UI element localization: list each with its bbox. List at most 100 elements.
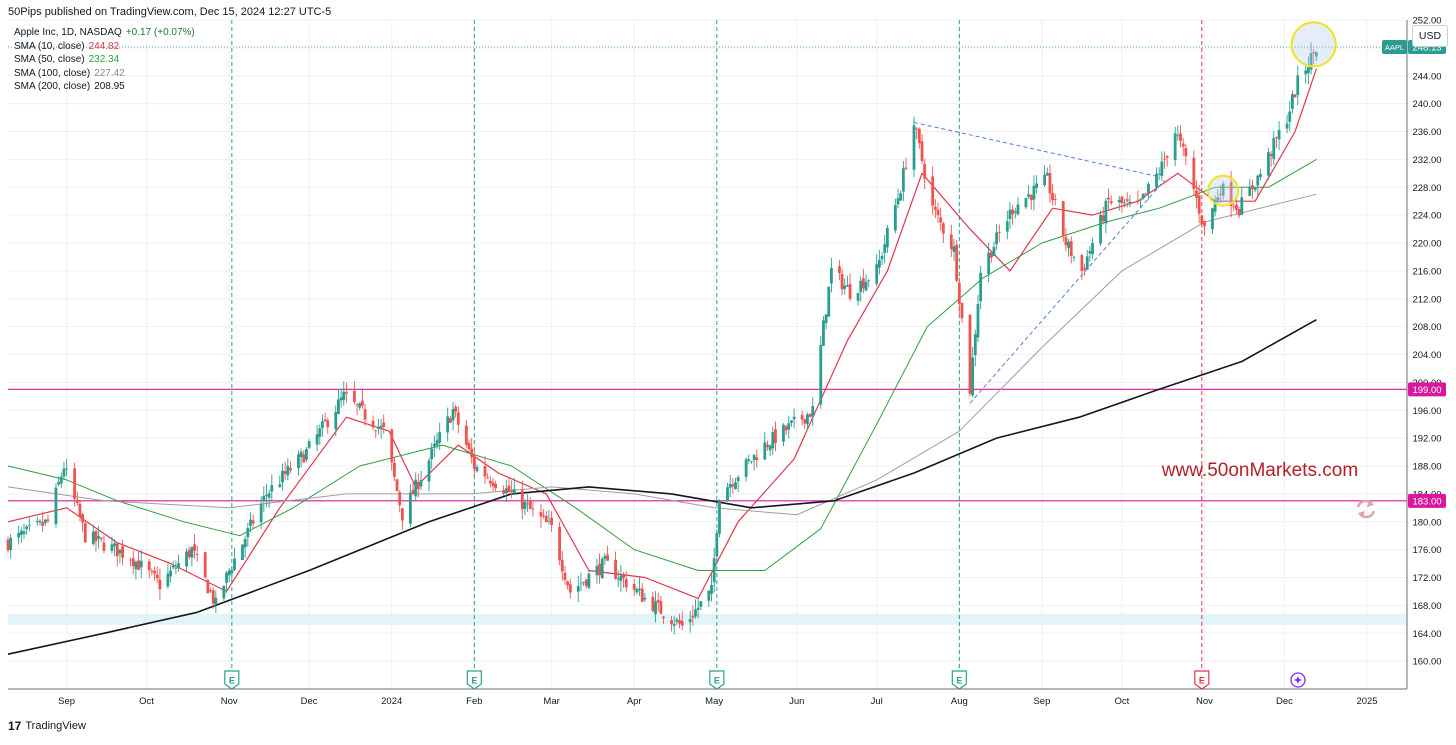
candle[interactable] [379, 418, 383, 439]
candle[interactable] [632, 578, 636, 596]
candle[interactable] [694, 599, 697, 619]
candle[interactable] [1200, 214, 1204, 228]
candle[interactable] [262, 486, 266, 513]
candle[interactable] [83, 521, 87, 544]
candle[interactable] [787, 415, 791, 439]
candle[interactable] [353, 381, 356, 405]
candle[interactable] [430, 443, 434, 469]
candle[interactable] [662, 616, 665, 624]
candle[interactable] [195, 545, 199, 562]
candle[interactable] [464, 420, 468, 448]
candle[interactable] [976, 294, 980, 343]
candle[interactable] [731, 477, 735, 494]
candle[interactable] [1237, 206, 1241, 219]
candle[interactable] [1277, 121, 1281, 150]
candle[interactable] [712, 547, 716, 593]
candle[interactable] [542, 509, 546, 519]
candle[interactable] [528, 497, 532, 510]
candle[interactable] [398, 489, 402, 513]
candle[interactable] [62, 461, 66, 480]
candle[interactable] [470, 438, 474, 464]
candle[interactable] [827, 286, 831, 317]
candle[interactable] [246, 523, 250, 547]
candle[interactable] [502, 485, 506, 496]
candle[interactable] [299, 448, 303, 468]
candle[interactable] [987, 242, 991, 283]
earnings-marker[interactable]: E [466, 670, 482, 690]
candle[interactable] [1123, 198, 1126, 208]
candle[interactable] [1008, 201, 1012, 229]
candle[interactable] [1251, 179, 1254, 199]
candle[interactable] [131, 550, 135, 574]
candle[interactable] [576, 576, 580, 603]
candle[interactable] [680, 611, 684, 631]
candle[interactable] [782, 423, 785, 447]
candle[interactable] [587, 570, 591, 590]
candle[interactable] [893, 198, 897, 234]
candle[interactable] [1304, 63, 1308, 84]
candle[interactable] [1051, 184, 1054, 206]
candle[interactable] [688, 610, 692, 633]
candle[interactable] [1211, 207, 1214, 235]
candle[interactable] [302, 449, 306, 463]
candle[interactable] [472, 450, 476, 476]
candle[interactable] [885, 224, 889, 254]
candle[interactable] [728, 475, 732, 497]
currency-button[interactable]: USD [1412, 25, 1448, 47]
candle[interactable] [139, 549, 143, 578]
legend-symbol-row[interactable]: Apple Inc, 1D, NASDAQ +0.17 (+0.07%) [14, 26, 195, 40]
candle[interactable] [448, 416, 452, 424]
candle[interactable] [563, 565, 567, 585]
candle[interactable] [1139, 198, 1142, 208]
candle[interactable] [374, 429, 378, 439]
candle[interactable] [606, 545, 609, 561]
candle[interactable] [520, 480, 524, 520]
candle[interactable] [843, 278, 847, 295]
candle[interactable] [1314, 51, 1318, 61]
candle[interactable] [846, 275, 849, 287]
candle[interactable] [1184, 144, 1188, 166]
candle[interactable] [811, 397, 815, 427]
candle[interactable] [1240, 187, 1244, 216]
candle[interactable] [483, 456, 487, 484]
candle[interactable] [1088, 245, 1092, 262]
candle[interactable] [1256, 174, 1260, 196]
candle[interactable] [523, 499, 527, 515]
candle[interactable] [190, 546, 194, 567]
candle[interactable] [550, 511, 554, 532]
candle[interactable] [1069, 236, 1073, 264]
candle[interactable] [989, 251, 993, 263]
candle[interactable] [1101, 206, 1105, 225]
candle[interactable] [1125, 192, 1129, 208]
candle[interactable] [1043, 165, 1046, 187]
candle[interactable] [622, 572, 625, 588]
candle[interactable] [38, 519, 42, 526]
candle[interactable] [526, 494, 530, 512]
candle[interactable] [1144, 192, 1148, 195]
candle[interactable] [1192, 150, 1196, 196]
candle[interactable] [1197, 184, 1201, 224]
candle[interactable] [392, 456, 396, 482]
candle[interactable] [800, 410, 804, 426]
candle[interactable] [339, 388, 343, 408]
candle[interactable] [544, 511, 548, 523]
candle[interactable] [579, 572, 583, 591]
candle[interactable] [270, 474, 274, 501]
candle[interactable] [1221, 181, 1225, 200]
candle[interactable] [923, 159, 927, 190]
candle[interactable] [696, 598, 700, 619]
candle[interactable] [1136, 190, 1140, 205]
candle[interactable] [94, 529, 98, 552]
candle[interactable] [822, 316, 825, 347]
earnings-marker[interactable]: E [951, 670, 967, 690]
candle[interactable] [283, 461, 287, 481]
candle[interactable] [960, 302, 964, 323]
candle[interactable] [973, 329, 977, 367]
candle[interactable] [289, 461, 292, 473]
candle[interactable] [512, 477, 516, 494]
candle[interactable] [939, 207, 943, 231]
candle[interactable] [736, 475, 740, 492]
candle[interactable] [995, 223, 999, 250]
candle[interactable] [1285, 114, 1289, 134]
candle[interactable] [78, 500, 82, 522]
